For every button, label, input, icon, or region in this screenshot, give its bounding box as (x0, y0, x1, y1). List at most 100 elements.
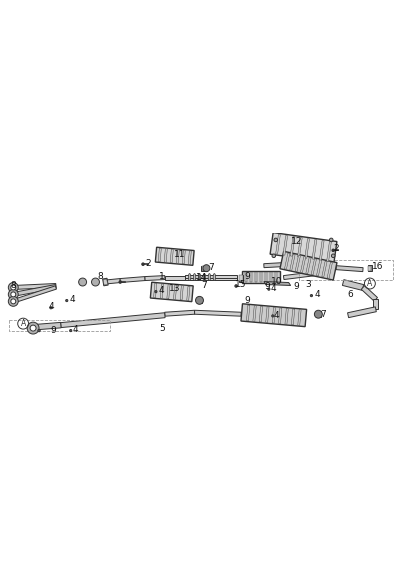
Polygon shape (361, 286, 377, 301)
Polygon shape (275, 272, 277, 282)
Polygon shape (306, 258, 311, 274)
Text: 9: 9 (50, 326, 56, 335)
Circle shape (310, 295, 312, 297)
Polygon shape (239, 275, 243, 282)
Text: A: A (21, 319, 26, 328)
Text: 13: 13 (169, 284, 180, 294)
Polygon shape (187, 286, 190, 300)
Polygon shape (158, 248, 161, 262)
Circle shape (155, 291, 157, 293)
Text: 6: 6 (347, 290, 353, 299)
Polygon shape (285, 308, 288, 324)
Text: 4: 4 (159, 287, 165, 295)
Polygon shape (103, 279, 108, 285)
Circle shape (332, 254, 335, 258)
Polygon shape (180, 286, 183, 300)
Polygon shape (316, 260, 322, 276)
Circle shape (235, 284, 237, 287)
Circle shape (314, 310, 322, 318)
Polygon shape (327, 242, 331, 261)
Polygon shape (13, 283, 56, 290)
Circle shape (66, 299, 68, 302)
Polygon shape (255, 272, 257, 282)
Polygon shape (290, 254, 295, 270)
Text: 1: 1 (159, 271, 165, 280)
Circle shape (142, 263, 144, 266)
Ellipse shape (203, 274, 206, 280)
Polygon shape (298, 238, 302, 257)
Text: 4: 4 (73, 325, 79, 335)
Polygon shape (279, 308, 282, 324)
Polygon shape (264, 263, 282, 268)
Polygon shape (311, 259, 316, 275)
Circle shape (70, 329, 72, 332)
Polygon shape (336, 266, 363, 272)
Polygon shape (13, 286, 56, 303)
Polygon shape (197, 298, 202, 303)
Text: 9: 9 (244, 296, 250, 304)
Text: 9: 9 (244, 272, 250, 281)
Polygon shape (170, 249, 173, 263)
Circle shape (11, 299, 16, 304)
Polygon shape (342, 280, 363, 290)
Circle shape (8, 290, 18, 299)
Polygon shape (198, 298, 201, 303)
Polygon shape (185, 275, 237, 280)
Polygon shape (259, 306, 263, 322)
Polygon shape (266, 307, 269, 323)
Polygon shape (36, 323, 61, 330)
Text: 12: 12 (291, 237, 302, 246)
Polygon shape (164, 249, 167, 262)
Polygon shape (182, 250, 185, 264)
Circle shape (11, 285, 16, 290)
Circle shape (196, 296, 203, 304)
Polygon shape (316, 311, 321, 317)
Text: 16: 16 (372, 262, 383, 271)
Polygon shape (13, 284, 56, 296)
Circle shape (30, 325, 36, 331)
Polygon shape (154, 283, 157, 298)
Polygon shape (264, 282, 290, 286)
Text: 7: 7 (209, 263, 214, 272)
Circle shape (268, 288, 270, 290)
Polygon shape (291, 309, 295, 325)
Polygon shape (265, 272, 267, 282)
Text: 7: 7 (320, 310, 326, 319)
Ellipse shape (193, 274, 196, 280)
Polygon shape (247, 305, 250, 321)
Polygon shape (298, 310, 301, 325)
Ellipse shape (188, 274, 191, 280)
Polygon shape (165, 275, 185, 279)
Text: 11: 11 (174, 250, 186, 259)
Text: 14: 14 (196, 273, 207, 282)
Polygon shape (280, 251, 337, 280)
Polygon shape (368, 266, 371, 271)
Polygon shape (245, 272, 247, 282)
Polygon shape (322, 261, 327, 277)
Text: 7: 7 (201, 281, 207, 290)
Polygon shape (160, 284, 164, 298)
Polygon shape (165, 310, 195, 316)
Polygon shape (348, 307, 376, 317)
Polygon shape (270, 233, 337, 263)
Polygon shape (176, 250, 179, 263)
Polygon shape (305, 238, 310, 258)
Polygon shape (316, 312, 320, 316)
Circle shape (50, 307, 52, 309)
Polygon shape (202, 266, 207, 270)
Ellipse shape (213, 274, 215, 280)
Circle shape (27, 322, 39, 334)
Polygon shape (120, 276, 145, 283)
Polygon shape (103, 278, 108, 286)
Polygon shape (174, 285, 177, 299)
Polygon shape (276, 234, 280, 254)
Polygon shape (284, 253, 290, 269)
Polygon shape (61, 313, 165, 328)
Polygon shape (283, 271, 324, 279)
Polygon shape (145, 275, 165, 280)
Text: 4: 4 (271, 284, 277, 292)
Circle shape (332, 249, 334, 251)
Polygon shape (290, 237, 295, 256)
Polygon shape (253, 306, 256, 321)
Circle shape (272, 315, 274, 317)
